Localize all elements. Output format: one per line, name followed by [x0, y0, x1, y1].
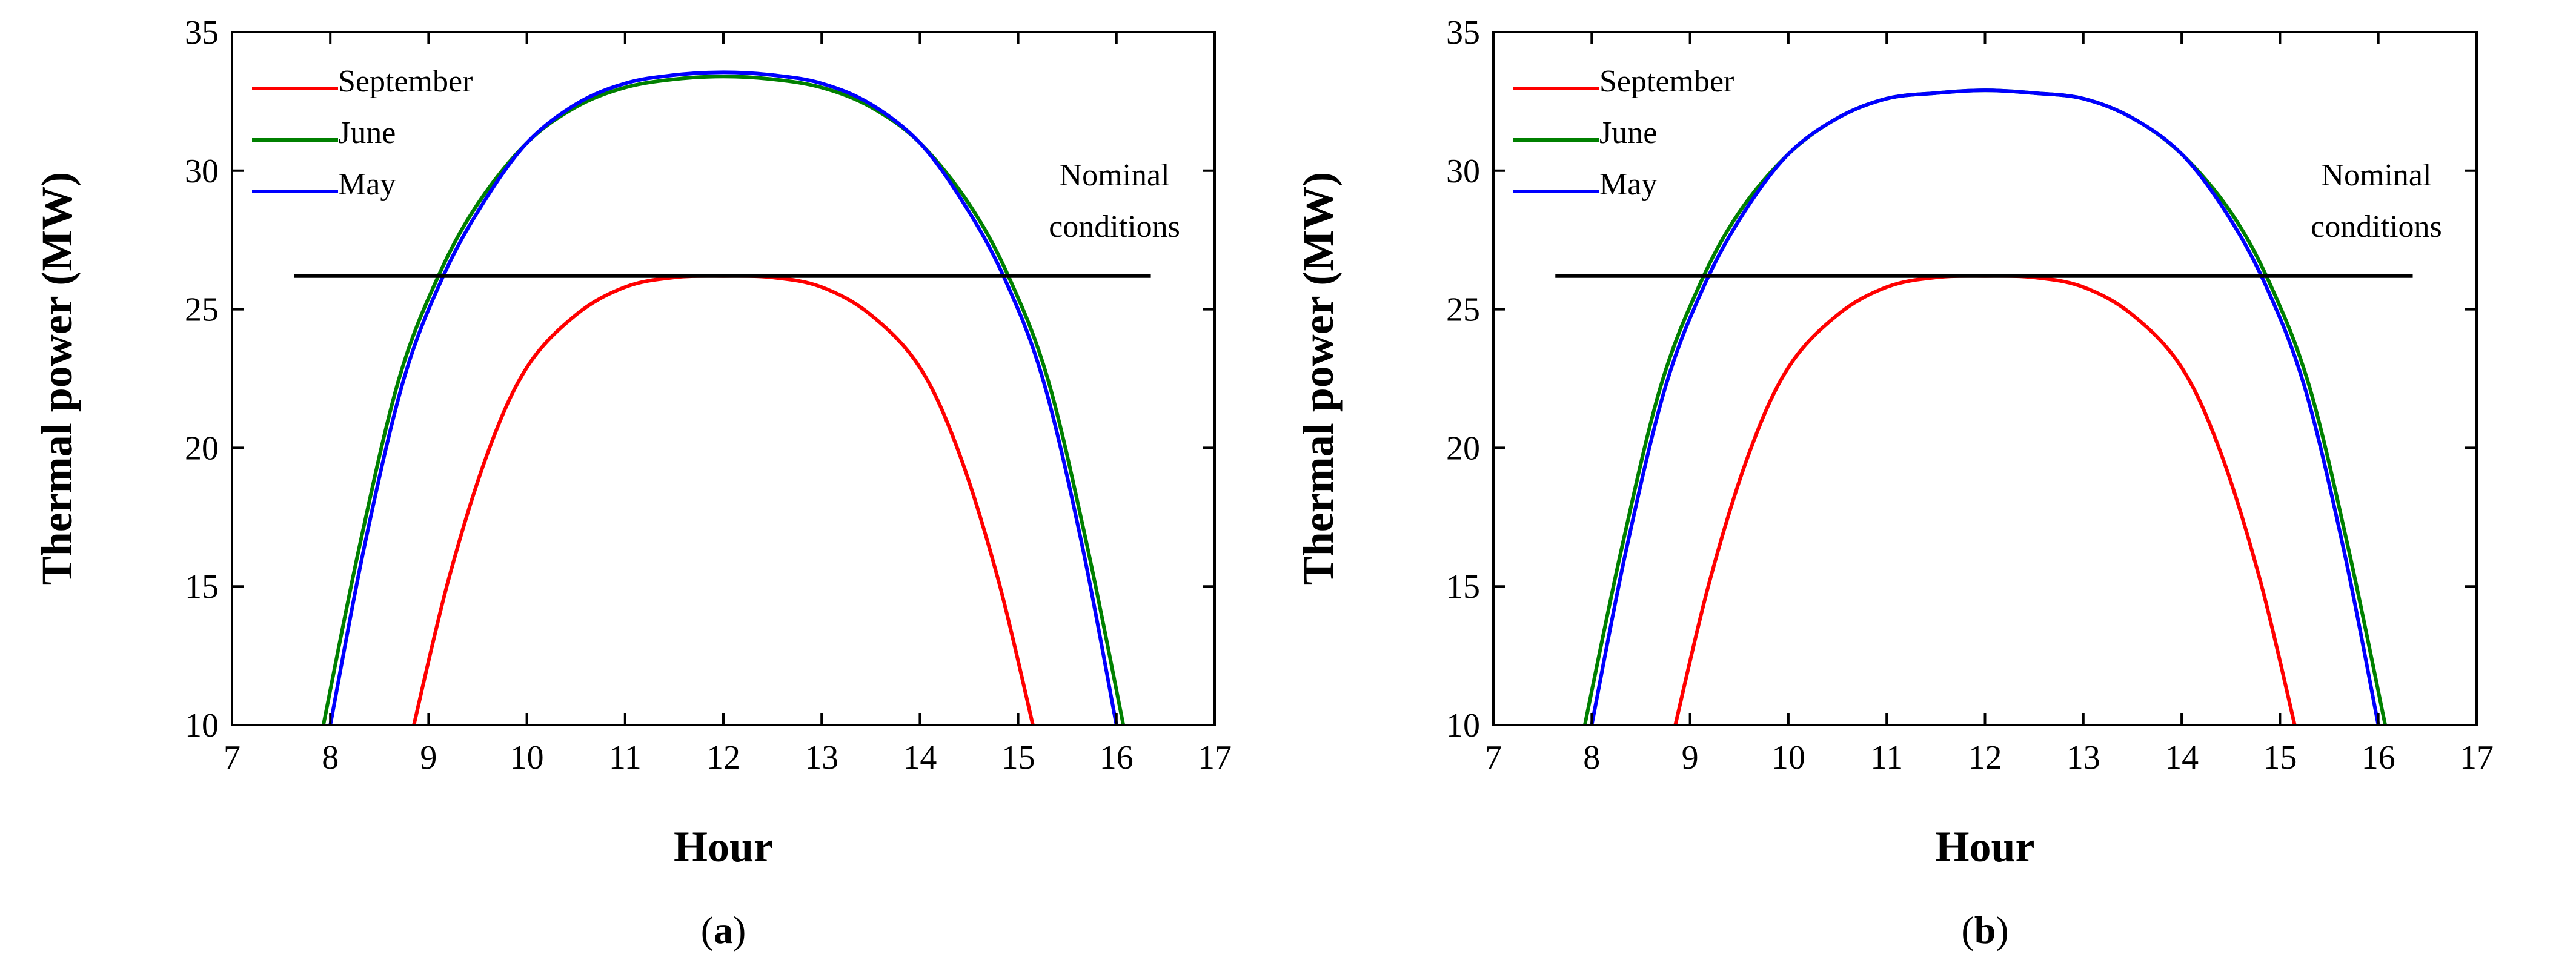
- x-tick-label: 17: [2460, 739, 2494, 777]
- series-line-june: [1582, 88, 2388, 725]
- y-tick-label: 15: [185, 568, 219, 606]
- x-tick-label: 13: [2066, 739, 2100, 777]
- panel-label-close: ): [1996, 909, 2008, 952]
- x-tick-label: 10: [1771, 739, 1805, 777]
- panel-label-close: ): [733, 909, 746, 952]
- x-axis-label: Hour: [674, 823, 773, 871]
- nominal-label-line2: conditions: [2311, 210, 2442, 244]
- legend-label-september: September: [338, 64, 473, 99]
- nominal-label-line1: Nominal: [1060, 158, 1170, 193]
- x-tick-label: 13: [805, 739, 838, 777]
- x-tick-label: 7: [224, 739, 241, 777]
- x-tick-label: 16: [2362, 739, 2395, 777]
- x-tick-label: 15: [2263, 739, 2297, 777]
- chart-panel-a: Nominal conditions 7 8 9 10 11 12 13 14 15 16 17 10 15…: [33, 14, 1232, 952]
- panel-label-letter: a: [714, 909, 733, 952]
- x-tick-label: 8: [1583, 739, 1600, 777]
- x-tick-label: 9: [420, 739, 437, 777]
- x-axis-label: Hour: [1935, 823, 2034, 871]
- legend-label-september: September: [1599, 64, 1734, 99]
- series-line-september: [412, 274, 1035, 725]
- y-tick-label: 20: [185, 429, 219, 467]
- legend-label-june: June: [1599, 116, 1657, 150]
- x-tick-label: 11: [609, 739, 642, 777]
- x-tick-label: 15: [1001, 739, 1035, 777]
- series-line-september: [1673, 274, 2297, 725]
- chart-panel-b: Nominal conditions 7 8 9 10 11 12 13 14 15 16 17 10 15…: [1294, 14, 2494, 952]
- y-tick-label: 10: [1446, 707, 1480, 744]
- panel-label-letter: b: [1974, 909, 1996, 952]
- x-tick-label: 8: [322, 739, 339, 777]
- x-tick-label: 12: [706, 739, 740, 777]
- x-tick-label: 10: [510, 739, 544, 777]
- nominal-label-line1: Nominal: [2321, 158, 2431, 193]
- panel-label: (b): [1961, 909, 2008, 952]
- legend-label-may: May: [1599, 167, 1657, 202]
- y-tick-label: 20: [1446, 429, 1480, 467]
- x-tick-label: 11: [1870, 739, 1903, 777]
- panel-label-open: (: [1961, 909, 1974, 952]
- y-tick-label: 30: [185, 153, 219, 190]
- y-tick-label: 15: [1446, 568, 1480, 606]
- panel-label-open: (: [701, 909, 714, 952]
- legend-label-june: June: [338, 116, 396, 150]
- y-tick-label: 35: [185, 14, 219, 51]
- x-tick-label: 16: [1100, 739, 1134, 777]
- y-tick-label: 35: [1446, 14, 1480, 51]
- y-axis-label: Thermal power (MW): [33, 172, 81, 586]
- nominal-label-line2: conditions: [1049, 210, 1180, 244]
- y-tick-label: 25: [185, 291, 219, 329]
- y-axis-label: Thermal power (MW): [1294, 172, 1343, 586]
- y-tick-label: 30: [1446, 153, 1480, 190]
- x-tick-label: 9: [1682, 739, 1699, 777]
- panel-label: (a): [701, 909, 746, 952]
- x-tick-label: 17: [1198, 739, 1232, 777]
- legend-label-may: May: [338, 167, 396, 202]
- series-line-may: [1590, 88, 2380, 725]
- x-tick-label: 14: [903, 739, 937, 777]
- x-tick-label: 14: [2165, 739, 2199, 777]
- y-tick-label: 25: [1446, 291, 1480, 329]
- series-line-june: [321, 75, 1126, 725]
- series-line-may: [328, 70, 1118, 725]
- y-tick-label: 10: [185, 707, 219, 744]
- x-tick-label: 12: [1968, 739, 2002, 777]
- x-tick-label: 7: [1485, 739, 1502, 777]
